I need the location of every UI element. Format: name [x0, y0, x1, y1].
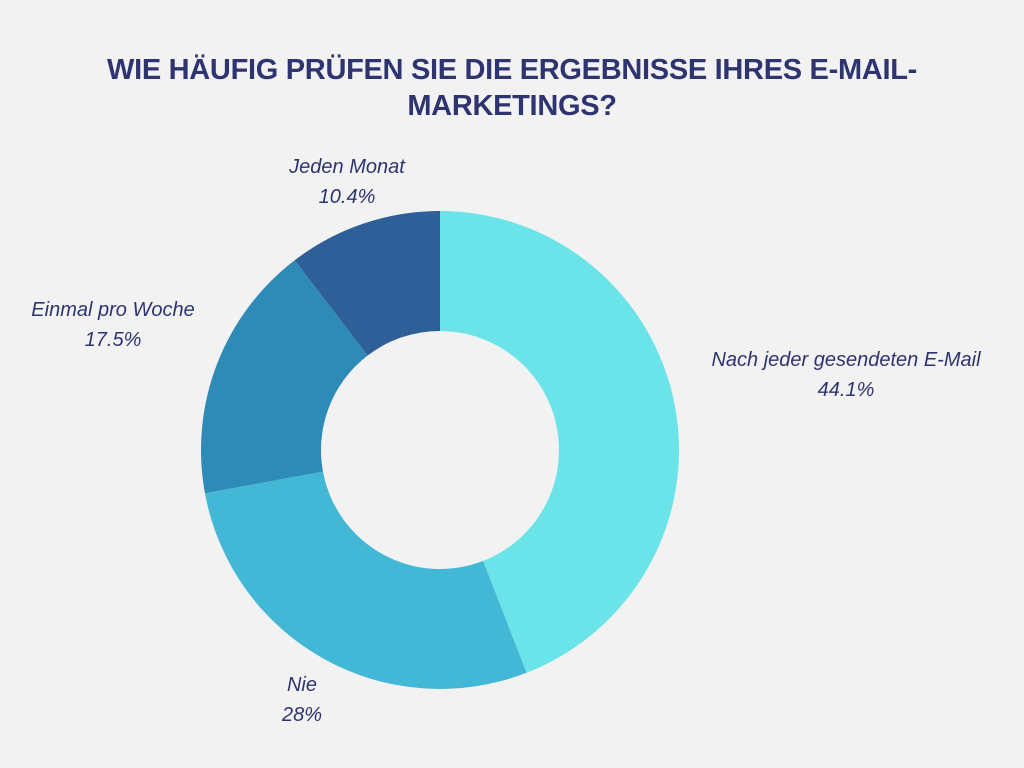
- slice-value-label: 10.4%: [319, 186, 376, 208]
- slice-nach-jeder-gesendeten-e-mail: [440, 211, 680, 673]
- slice-value-label: 28%: [281, 704, 322, 726]
- slice-value-label: 17.5%: [85, 329, 142, 351]
- slice-nie: [204, 471, 527, 689]
- slice-label: Nie: [287, 674, 317, 696]
- slice-value-label: 44.1%: [818, 379, 875, 401]
- slice-label: Einmal pro Woche: [31, 299, 194, 321]
- slice-label: Nach jeder gesendeten E-Mail: [711, 349, 981, 371]
- slice-label: Jeden Monat: [288, 156, 406, 178]
- chart-title: WIE HÄUFIG PRÜFEN SIE DIE ERGEBNISSE IHR…: [107, 54, 917, 122]
- slice-einmal-pro-woche: [201, 260, 368, 494]
- slice-jeden-monat: [294, 211, 440, 356]
